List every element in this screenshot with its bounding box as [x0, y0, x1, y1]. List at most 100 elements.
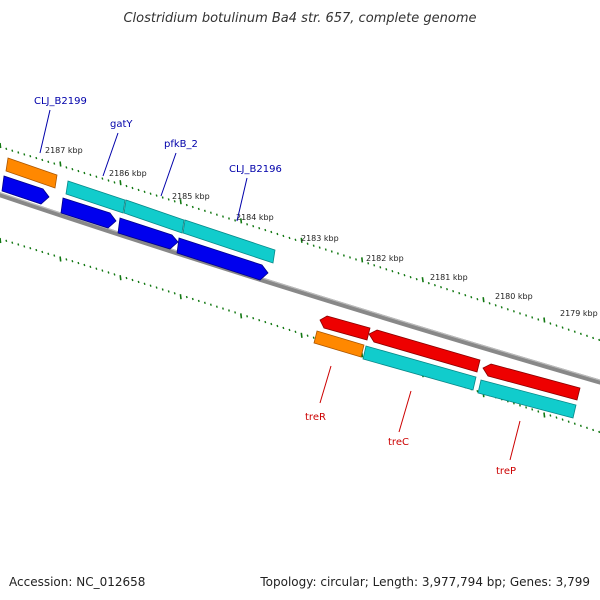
minor-tick-mark: [306, 242, 309, 245]
minor-tick-mark: [197, 207, 200, 211]
minor-tick-mark: [567, 420, 570, 423]
minor-tick-mark: [246, 315, 249, 318]
minor-tick-mark: [270, 230, 273, 234]
minor-tick-mark: [264, 228, 267, 232]
topology-text: Topology: circular; Length: 3,977,794 bp…: [259, 575, 590, 589]
label-leader-line: [236, 177, 248, 222]
minor-tick-mark: [155, 286, 158, 289]
minor-tick-mark: [312, 244, 315, 247]
minor-tick-mark: [409, 275, 412, 279]
minor-tick-mark: [427, 281, 430, 285]
genome-backbone: [0, 192, 600, 385]
minor-tick-mark: [579, 424, 582, 428]
minor-tick-mark: [458, 291, 461, 295]
minor-tick-mark: [191, 205, 194, 209]
gene-feature-cyan[interactable]: [477, 379, 577, 419]
minor-tick-mark: [53, 162, 56, 165]
gene-label-clj-b2199[interactable]: CLJ_B2199: [34, 96, 87, 107]
major-tick-mark: [0, 142, 2, 149]
gene-label-trer[interactable]: treR: [305, 412, 326, 423]
minor-tick-mark: [191, 297, 194, 301]
forward-gene-labels: CLJ_B2199 gatY pfkB_2 CLJ_B2196: [34, 96, 282, 222]
gene-arrow-blue[interactable]: [1, 175, 50, 205]
gene-arrow-blue[interactable]: [176, 237, 269, 281]
gene-label-trep[interactable]: treP: [496, 466, 516, 477]
major-tick-mark: [482, 297, 485, 303]
minor-tick-mark: [282, 234, 285, 238]
minor-tick-mark: [367, 262, 370, 265]
minor-tick-mark: [11, 149, 14, 152]
minor-tick-mark: [83, 171, 86, 175]
minor-tick-mark: [131, 278, 134, 282]
gene-feature-cyan[interactable]: [362, 345, 477, 391]
minor-tick-mark: [318, 246, 321, 249]
gene-feature-orange[interactable]: [313, 330, 365, 358]
gene-arrow-red[interactable]: [368, 329, 481, 373]
minor-tick-mark: [573, 422, 576, 425]
minor-tick-mark: [349, 256, 351, 259]
minor-tick-mark: [476, 297, 479, 301]
minor-tick-mark: [77, 169, 80, 173]
gene-arrow-red[interactable]: [319, 315, 371, 341]
gene-label-clj-b2196[interactable]: CLJ_B2196: [229, 164, 282, 175]
minor-tick-mark: [549, 414, 552, 417]
gene-feature-cyan[interactable]: [182, 219, 276, 264]
minor-tick-mark: [592, 336, 595, 340]
minor-tick-mark: [537, 318, 540, 321]
gene-label-gaty[interactable]: gatY: [110, 119, 133, 130]
label-leader-line: [319, 365, 332, 404]
minor-tick-mark: [5, 147, 8, 151]
minor-tick-mark: [561, 418, 564, 421]
minor-tick-mark: [149, 192, 152, 195]
tick-label: 2187 kbp: [45, 146, 83, 155]
minor-tick-mark: [433, 283, 436, 287]
minor-tick-mark: [549, 322, 552, 325]
tick-label: 2186 kbp: [109, 169, 147, 178]
major-tick-mark: [119, 275, 122, 281]
minor-tick-mark: [561, 326, 564, 329]
gene-feature-orange[interactable]: [5, 157, 58, 189]
minor-tick-mark: [531, 408, 534, 411]
gene-arrow-blue[interactable]: [117, 217, 179, 250]
gene-label-pfkb-2[interactable]: pfkB_2: [164, 139, 198, 150]
gene-label-trec[interactable]: treC: [388, 437, 409, 448]
minor-tick-mark: [215, 213, 218, 216]
minor-tick-mark: [23, 153, 26, 156]
gene-feature-cyan[interactable]: [65, 180, 126, 214]
minor-tick-mark: [537, 410, 540, 413]
gene-feature-cyan[interactable]: [123, 199, 185, 234]
minor-tick-mark: [113, 181, 116, 184]
minor-tick-mark: [512, 310, 515, 313]
minor-tick-mark: [415, 277, 418, 281]
tick-label: 2185 kbp: [172, 192, 210, 201]
minor-tick-mark: [385, 268, 388, 271]
tick-labels: 2187 kbp 2186 kbp 2185 kbp 2184 kbp 2183…: [45, 146, 598, 318]
minor-tick-mark: [173, 200, 176, 203]
minor-tick-mark: [294, 238, 297, 242]
minor-tick-mark: [173, 292, 176, 295]
minor-tick-mark: [598, 430, 600, 434]
forward-cds-track: [1, 157, 276, 281]
reverse-cds-track: [313, 315, 581, 419]
minor-tick-mark: [23, 245, 26, 248]
minor-tick-mark: [161, 288, 164, 291]
minor-tick-mark: [288, 236, 291, 240]
minor-tick-mark: [391, 269, 394, 273]
minor-tick-mark: [203, 301, 206, 305]
minor-tick-mark: [89, 265, 92, 269]
accession-text: Accession: NC_012658: [9, 575, 145, 589]
minor-tick-mark: [71, 167, 74, 171]
major-tick-mark: [0, 237, 2, 244]
major-tick-mark: [543, 317, 546, 323]
major-tick-mark: [240, 218, 243, 224]
major-tick-mark: [179, 199, 182, 205]
gene-arrow-blue[interactable]: [60, 197, 117, 229]
minor-tick-mark: [525, 314, 528, 317]
minor-tick-mark: [252, 316, 255, 320]
minor-tick-mark: [137, 188, 140, 192]
gene-arrow-red[interactable]: [482, 363, 581, 401]
minor-tick-mark: [71, 259, 74, 263]
minor-tick-mark: [41, 250, 44, 254]
minor-tick-mark: [464, 293, 467, 297]
minor-tick-mark: [65, 258, 68, 261]
